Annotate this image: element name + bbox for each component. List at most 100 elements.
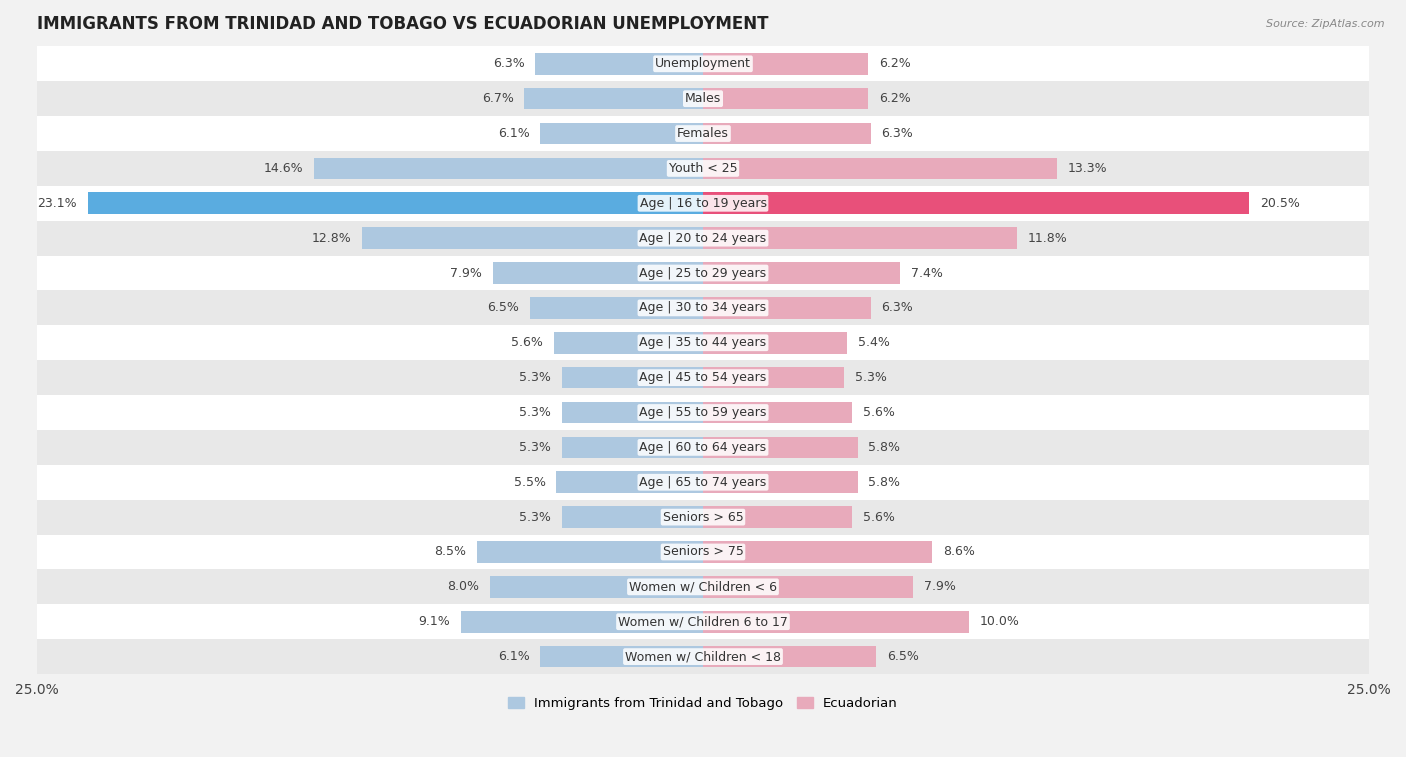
Text: 9.1%: 9.1%: [418, 615, 450, 628]
Text: Youth < 25: Youth < 25: [669, 162, 737, 175]
Text: 7.9%: 7.9%: [924, 581, 956, 593]
Text: 6.1%: 6.1%: [498, 127, 530, 140]
Bar: [562, 437, 703, 458]
Text: Seniors > 65: Seniors > 65: [662, 511, 744, 524]
Bar: [703, 646, 876, 668]
Bar: [703, 123, 870, 145]
Bar: [554, 332, 703, 354]
Bar: [37, 326, 1369, 360]
Bar: [37, 360, 1369, 395]
Text: 6.2%: 6.2%: [879, 58, 911, 70]
Bar: [37, 46, 1369, 81]
Bar: [37, 604, 1369, 639]
Bar: [37, 221, 1369, 256]
Text: 6.7%: 6.7%: [482, 92, 513, 105]
Bar: [703, 611, 970, 633]
Bar: [477, 541, 703, 562]
Legend: Immigrants from Trinidad and Tobago, Ecuadorian: Immigrants from Trinidad and Tobago, Ecu…: [503, 692, 903, 715]
Bar: [37, 569, 1369, 604]
Bar: [562, 506, 703, 528]
Bar: [703, 262, 900, 284]
Bar: [37, 186, 1369, 221]
Bar: [37, 256, 1369, 291]
Text: 5.3%: 5.3%: [519, 441, 551, 454]
Text: 5.6%: 5.6%: [863, 406, 894, 419]
Bar: [557, 472, 703, 493]
Bar: [703, 576, 914, 598]
Text: 5.6%: 5.6%: [512, 336, 543, 349]
Text: Age | 65 to 74 years: Age | 65 to 74 years: [640, 475, 766, 489]
Text: 8.5%: 8.5%: [434, 546, 465, 559]
Text: Women w/ Children 6 to 17: Women w/ Children 6 to 17: [619, 615, 787, 628]
Bar: [492, 262, 703, 284]
Bar: [703, 402, 852, 423]
Bar: [530, 297, 703, 319]
Bar: [524, 88, 703, 110]
Text: 5.3%: 5.3%: [855, 371, 887, 384]
Bar: [489, 576, 703, 598]
Bar: [37, 395, 1369, 430]
Text: 6.2%: 6.2%: [879, 92, 911, 105]
Text: 5.3%: 5.3%: [519, 511, 551, 524]
Bar: [703, 367, 844, 388]
Text: 6.3%: 6.3%: [882, 301, 914, 314]
Text: 6.3%: 6.3%: [882, 127, 914, 140]
Text: Age | 16 to 19 years: Age | 16 to 19 years: [640, 197, 766, 210]
Bar: [703, 192, 1249, 214]
Bar: [37, 465, 1369, 500]
Text: Age | 30 to 34 years: Age | 30 to 34 years: [640, 301, 766, 314]
Bar: [703, 541, 932, 562]
Bar: [361, 227, 703, 249]
Text: 5.8%: 5.8%: [868, 475, 900, 489]
Bar: [536, 53, 703, 75]
Text: 5.4%: 5.4%: [858, 336, 890, 349]
Text: Age | 55 to 59 years: Age | 55 to 59 years: [640, 406, 766, 419]
Bar: [37, 534, 1369, 569]
Bar: [37, 639, 1369, 674]
Text: Women w/ Children < 6: Women w/ Children < 6: [628, 581, 778, 593]
Text: Age | 35 to 44 years: Age | 35 to 44 years: [640, 336, 766, 349]
Bar: [37, 151, 1369, 186]
Text: 14.6%: 14.6%: [264, 162, 304, 175]
Text: Age | 60 to 64 years: Age | 60 to 64 years: [640, 441, 766, 454]
Text: 5.3%: 5.3%: [519, 406, 551, 419]
Bar: [314, 157, 703, 179]
Bar: [703, 297, 870, 319]
Text: 5.8%: 5.8%: [868, 441, 900, 454]
Bar: [37, 81, 1369, 116]
Text: 20.5%: 20.5%: [1260, 197, 1299, 210]
Text: 10.0%: 10.0%: [980, 615, 1019, 628]
Text: Age | 45 to 54 years: Age | 45 to 54 years: [640, 371, 766, 384]
Bar: [540, 646, 703, 668]
Text: Females: Females: [678, 127, 728, 140]
Text: 6.5%: 6.5%: [887, 650, 918, 663]
Text: Seniors > 75: Seniors > 75: [662, 546, 744, 559]
Text: Unemployment: Unemployment: [655, 58, 751, 70]
Text: Males: Males: [685, 92, 721, 105]
Text: 6.5%: 6.5%: [488, 301, 519, 314]
Bar: [703, 506, 852, 528]
Text: Age | 20 to 24 years: Age | 20 to 24 years: [640, 232, 766, 245]
Bar: [562, 402, 703, 423]
Bar: [37, 500, 1369, 534]
Text: 23.1%: 23.1%: [37, 197, 77, 210]
Bar: [37, 430, 1369, 465]
Text: 6.1%: 6.1%: [498, 650, 530, 663]
Text: 5.6%: 5.6%: [863, 511, 894, 524]
Bar: [562, 367, 703, 388]
Text: IMMIGRANTS FROM TRINIDAD AND TOBAGO VS ECUADORIAN UNEMPLOYMENT: IMMIGRANTS FROM TRINIDAD AND TOBAGO VS E…: [37, 15, 768, 33]
Text: Age | 25 to 29 years: Age | 25 to 29 years: [640, 266, 766, 279]
Bar: [703, 472, 858, 493]
Bar: [703, 437, 858, 458]
Text: 8.0%: 8.0%: [447, 581, 479, 593]
Bar: [540, 123, 703, 145]
Bar: [87, 192, 703, 214]
Text: Women w/ Children < 18: Women w/ Children < 18: [626, 650, 780, 663]
Bar: [703, 53, 868, 75]
Bar: [703, 227, 1018, 249]
Bar: [703, 157, 1057, 179]
Text: 6.3%: 6.3%: [492, 58, 524, 70]
Text: 13.3%: 13.3%: [1069, 162, 1108, 175]
Bar: [37, 116, 1369, 151]
Bar: [461, 611, 703, 633]
